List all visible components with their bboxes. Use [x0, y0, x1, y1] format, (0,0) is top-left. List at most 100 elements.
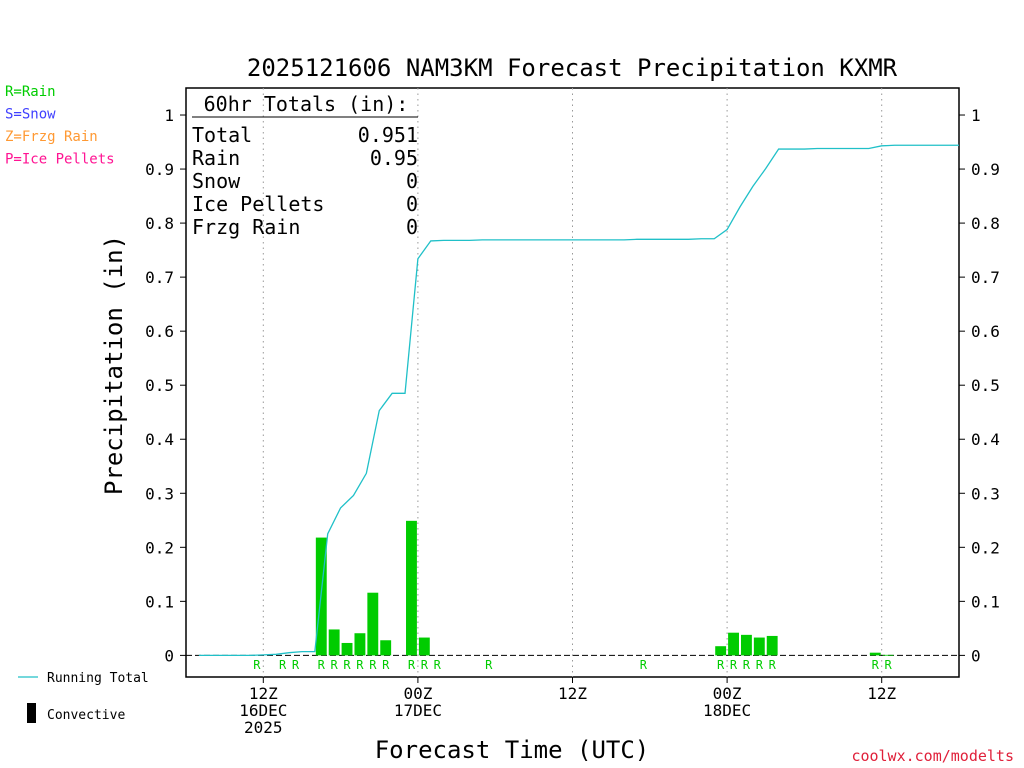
- ptype-mark: R: [640, 658, 648, 672]
- ptype-mark: R: [279, 658, 287, 672]
- ptype-mark: R: [485, 658, 493, 672]
- y-tick-label: 0.9: [145, 160, 174, 179]
- y-tick-label: 0.8: [145, 214, 174, 233]
- y-tick-label-right: 0.2: [971, 538, 1000, 557]
- precip-type-legend: R=Rain S=Snow Z=Frzg Rain P=Ice Pellets: [5, 84, 115, 168]
- totals-row-label: Frzg Rain: [192, 215, 300, 239]
- y-tick-label: 0.7: [145, 268, 174, 287]
- ptype-mark: R: [343, 658, 351, 672]
- y-tick-label: 0.6: [145, 322, 174, 341]
- ptype-mark: R: [292, 658, 300, 672]
- running-total-line: [198, 144, 959, 657]
- y-tick-label-right: 0.7: [971, 268, 1000, 287]
- ptype-mark: R: [421, 658, 429, 672]
- rain-bar: [740, 634, 752, 656]
- totals-row-label: Snow: [192, 169, 241, 193]
- rain-bar: [354, 633, 366, 656]
- totals-box: 60hr Totals (in): Total 0.951 Rain 0.95 Snow…: [192, 92, 418, 239]
- rain-bar: [418, 637, 430, 656]
- ptype-mark: R: [318, 658, 326, 672]
- ptype-mark: R: [730, 658, 738, 672]
- ptype-mark: R: [253, 658, 261, 672]
- x-tick-label: 12Z: [249, 684, 278, 703]
- rain-bar: [341, 642, 353, 656]
- x-tick-label: 18DEC: [703, 701, 751, 720]
- ptype-mark: R: [743, 658, 751, 672]
- y-tick-label: 0.5: [145, 376, 174, 395]
- y-axis-label: Precipitation (in): [100, 235, 128, 495]
- ptype-mark: R: [434, 658, 442, 672]
- rain-bars: [315, 520, 894, 656]
- x-tick-label: 12Z: [558, 684, 587, 703]
- y-axis-left: 0 0.1 0.2 0.3 0.4 0.5 0.6 0.7 0.8 0.9 1: [145, 106, 186, 665]
- x-axis-label: Forecast Time (UTC): [375, 736, 650, 764]
- totals-rows: Total 0.951 Rain 0.95 Snow 0 Ice Pellets 0 Frzg …: [192, 123, 418, 239]
- y-tick-label-right: 0.8: [971, 214, 1000, 233]
- y-tick-label-right: 0.5: [971, 376, 1000, 395]
- y-tick-label: 0.3: [145, 484, 174, 503]
- y-tick-label-right: 1: [971, 106, 981, 125]
- ptype-mark: R: [769, 658, 777, 672]
- ptype-mark: R: [356, 658, 364, 672]
- rain-bar: [367, 592, 379, 656]
- y-tick-label-right: 0: [971, 646, 981, 665]
- ptype-mark: R: [885, 658, 893, 672]
- ptype-legend-item: S=Snow: [5, 107, 56, 123]
- y-tick-label: 0.4: [145, 430, 174, 449]
- ptype-mark: R: [408, 658, 416, 672]
- y-axis-right: 0 0.1 0.2 0.3 0.4 0.5 0.6 0.7 0.8 0.9 1: [959, 106, 1000, 665]
- convective-swatch: [27, 703, 36, 723]
- ptype-mark: R: [331, 658, 339, 672]
- x-tick-label: 17DEC: [394, 701, 442, 720]
- totals-row-value: 0: [406, 215, 418, 239]
- line-bar-legend: Running Total Convective: [18, 671, 149, 723]
- site-credit: coolwx.com/modelts: [851, 747, 1014, 765]
- rain-bar: [380, 640, 392, 656]
- ptype-legend-item: P=Ice Pellets: [5, 152, 115, 168]
- y-tick-label: 0: [164, 646, 174, 665]
- rain-bar: [882, 654, 894, 656]
- y-tick-label: 1: [164, 106, 174, 125]
- totals-row-label: Ice Pellets: [192, 192, 324, 216]
- y-tick-label: 0.2: [145, 538, 174, 557]
- ptype-legend-item: R=Rain: [5, 84, 56, 100]
- y-tick-label-right: 0.3: [971, 484, 1000, 503]
- vertical-grid: [262, 88, 883, 677]
- totals-row-value: 0.95: [370, 146, 418, 170]
- rain-bar: [715, 646, 727, 656]
- y-tick-label-right: 0.1: [971, 592, 1000, 611]
- x-tick-label: 12Z: [867, 684, 896, 703]
- ptype-mark: R: [717, 658, 725, 672]
- y-tick-label-right: 0.9: [971, 160, 1000, 179]
- totals-row-value: 0.951: [358, 123, 418, 147]
- ptype-mark: R: [756, 658, 764, 672]
- ptype-mark: R: [872, 658, 880, 672]
- rain-bar: [328, 629, 340, 656]
- convective-legend-label: Convective: [47, 708, 125, 723]
- totals-row-value: 0: [406, 169, 418, 193]
- x-tick-label: 00Z: [713, 684, 742, 703]
- totals-heading: 60hr Totals (in):: [204, 92, 409, 116]
- totals-row-label: Total: [192, 123, 252, 147]
- rain-bar: [753, 637, 765, 656]
- rain-bar: [406, 520, 417, 656]
- x-tick-label: 2025: [244, 718, 283, 737]
- y-tick-label: 0.1: [145, 592, 174, 611]
- rain-bar: [869, 652, 881, 656]
- chart-title: 2025121606 NAM3KM Forecast Precipitation…: [247, 54, 898, 82]
- ptype-legend-item: Z=Frzg Rain: [5, 129, 98, 145]
- totals-row-label: Rain: [192, 146, 240, 170]
- y-tick-label-right: 0.4: [971, 430, 1000, 449]
- ptype-mark: R: [382, 658, 390, 672]
- rain-bar: [728, 632, 739, 656]
- rain-bar: [766, 635, 778, 656]
- totals-row-value: 0: [406, 192, 418, 216]
- ptype-mark: R: [369, 658, 377, 672]
- x-tick-label: 00Z: [403, 684, 432, 703]
- running-total-legend-label: Running Total: [47, 671, 149, 686]
- y-tick-label-right: 0.6: [971, 322, 1000, 341]
- x-tick-label: 16DEC: [239, 701, 287, 720]
